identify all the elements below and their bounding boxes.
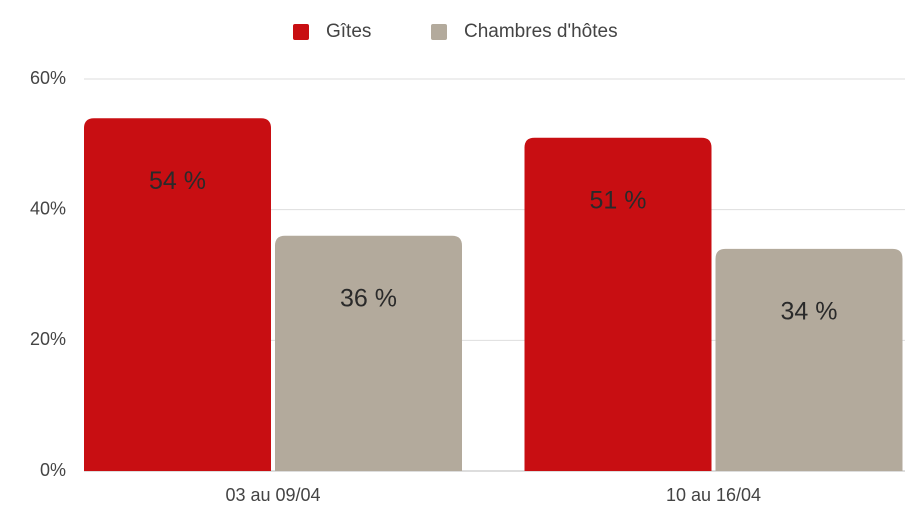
y-tick-label: 40%	[30, 198, 66, 218]
legend-swatch	[431, 24, 447, 40]
value-label: 54 %	[149, 167, 206, 195]
legend-label: Gîtes	[326, 21, 371, 42]
x-tick-label: 10 au 16/04	[666, 485, 761, 505]
y-tick-label: 0%	[40, 460, 66, 480]
legend-swatch	[293, 24, 309, 40]
value-label: 36 %	[340, 284, 397, 312]
value-label: 34 %	[781, 297, 838, 325]
y-tick-label: 60%	[30, 68, 66, 88]
x-tick-label: 03 au 09/04	[225, 485, 320, 505]
bar	[715, 248, 903, 471]
bar	[84, 118, 271, 471]
value-label: 51 %	[590, 186, 647, 214]
bar	[524, 137, 712, 472]
y-tick-label: 20%	[30, 329, 66, 349]
bar	[275, 235, 462, 471]
legend-label: Chambres d'hôtes	[464, 21, 618, 42]
